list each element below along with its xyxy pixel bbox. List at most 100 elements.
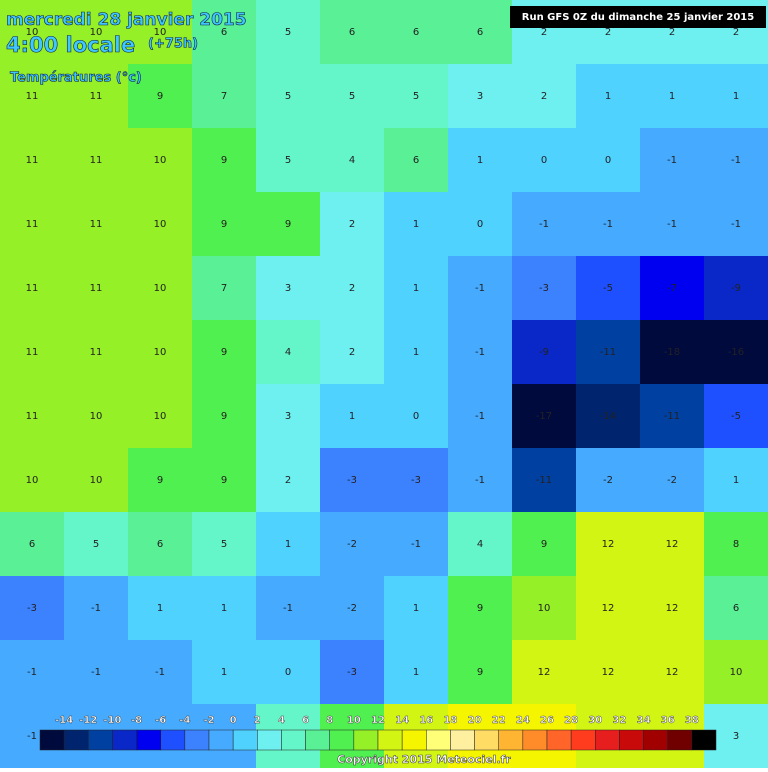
legend-swatch — [619, 729, 644, 751]
temp-value: 6 — [413, 27, 419, 38]
legend-label: 36 — [661, 715, 675, 726]
temp-cell — [448, 192, 513, 257]
temp-value: 7 — [221, 91, 227, 102]
temp-cell — [256, 192, 321, 257]
temp-value: -1 — [731, 155, 741, 166]
temp-value: 2 — [541, 91, 547, 102]
temp-value: 10 — [154, 283, 167, 294]
temp-cell — [0, 0, 65, 65]
temp-value: 5 — [413, 91, 419, 102]
temp-value: 11 — [26, 411, 39, 422]
temp-cell — [384, 128, 449, 193]
temp-cell — [576, 64, 641, 129]
temp-cell — [384, 192, 449, 257]
temp-cell — [512, 64, 577, 129]
legend-label: -2 — [203, 715, 214, 726]
temp-value: 6 — [221, 27, 227, 38]
temp-cell — [384, 448, 449, 513]
legend-swatch — [474, 729, 499, 751]
temp-value: -1 — [475, 475, 485, 486]
temp-value: -16 — [728, 347, 744, 358]
temp-cell — [704, 128, 768, 193]
legend-swatch — [305, 729, 330, 751]
temp-value: -3 — [539, 283, 549, 294]
temp-cell — [192, 512, 257, 577]
temp-value: -2 — [347, 539, 357, 550]
temp-cell — [512, 320, 577, 385]
temp-cell — [704, 448, 768, 513]
temp-cell — [640, 320, 705, 385]
legend-swatch — [353, 729, 379, 751]
temp-cell — [704, 640, 768, 705]
temp-cell — [0, 448, 65, 513]
temp-value: 4 — [349, 155, 355, 166]
temp-cell — [128, 640, 193, 705]
temp-value: 12 — [602, 603, 615, 614]
temp-cell — [640, 576, 705, 641]
temp-value: 3 — [477, 91, 483, 102]
temp-cell — [320, 128, 385, 193]
temp-cell — [64, 64, 129, 129]
temp-value: 1 — [349, 411, 355, 422]
temp-value: -1 — [27, 731, 37, 742]
temp-value: 11 — [26, 155, 39, 166]
temp-value: 10 — [538, 603, 551, 614]
temp-value: 6 — [477, 27, 483, 38]
copyright: Copyright 2015 Meteociel.fr — [337, 753, 511, 766]
temp-cell — [128, 64, 193, 129]
legend-label: 6 — [302, 715, 309, 726]
temp-value: 12 — [538, 667, 551, 678]
temp-cell — [128, 0, 193, 65]
legend-swatch — [377, 729, 403, 751]
temp-value: -9 — [731, 283, 741, 294]
temp-cell — [576, 320, 641, 385]
legend-label: 2 — [254, 715, 261, 726]
temp-cell — [192, 192, 257, 257]
legend-swatch — [184, 729, 210, 751]
temp-cell — [640, 128, 705, 193]
legend-label: 38 — [685, 715, 699, 726]
lead-time: (+75h) — [148, 37, 198, 52]
temp-value: 1 — [413, 219, 419, 230]
temp-value: 8 — [733, 539, 739, 550]
temp-cell — [256, 384, 321, 449]
temp-value: 11 — [90, 347, 103, 358]
temp-cell — [128, 512, 193, 577]
legend-swatch — [63, 729, 89, 751]
legend-swatch — [426, 729, 451, 751]
temp-value: 9 — [221, 347, 227, 358]
temp-cell — [448, 448, 513, 513]
temp-cell — [192, 0, 257, 65]
temp-value: 5 — [285, 155, 291, 166]
legend-swatch — [643, 729, 668, 751]
legend-label: 0 — [230, 715, 237, 726]
temp-value: 1 — [605, 91, 611, 102]
temp-cell — [192, 640, 257, 705]
legend-label: 18 — [443, 715, 457, 726]
legend-swatch — [136, 729, 161, 751]
run-label: Run GFS 0Z du dimanche 25 janvier 2015 — [522, 12, 754, 23]
temp-value: -3 — [347, 667, 357, 678]
temp-cell — [320, 576, 385, 641]
temp-cell — [256, 0, 321, 65]
legend-swatch — [257, 729, 282, 751]
temp-cell — [384, 256, 449, 321]
temp-value: -5 — [603, 283, 613, 294]
legend-swatch — [450, 729, 475, 751]
legend-label: 32 — [612, 715, 626, 726]
temp-cell — [384, 384, 449, 449]
temp-cell — [256, 64, 321, 129]
temp-cell — [448, 0, 513, 65]
legend-label: 28 — [564, 715, 578, 726]
temp-value: -1 — [91, 603, 101, 614]
temp-value: -1 — [667, 155, 677, 166]
temp-cell — [448, 320, 513, 385]
temp-value: 6 — [413, 155, 419, 166]
temp-cell — [576, 512, 641, 577]
temp-cell — [704, 256, 768, 321]
temp-value: -17 — [536, 411, 552, 422]
temp-value: 5 — [221, 539, 227, 550]
temp-value: 10 — [154, 219, 167, 230]
temp-value: 10 — [154, 27, 167, 38]
